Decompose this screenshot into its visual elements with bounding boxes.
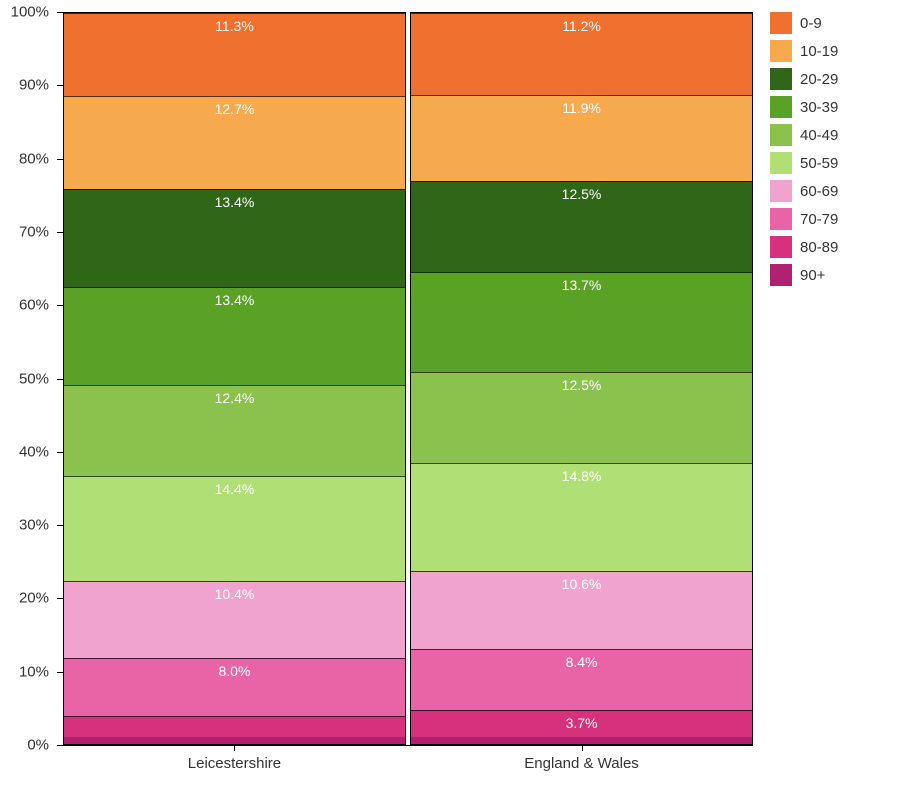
bar-segment (64, 716, 405, 737)
bar-segment: 12.4% (64, 385, 405, 476)
bar-segment: 14.4% (64, 476, 405, 581)
legend-item: 10-19 (770, 40, 838, 62)
y-tick-label: 80% (0, 150, 49, 167)
legend-swatch (770, 96, 792, 118)
stacked-bar-chart: 8.0%10.4%14.4%12.4%13.4%13.4%12.7%11.3%3… (0, 0, 900, 790)
legend-label: 40-49 (800, 127, 838, 144)
legend: 0-9 10-19 20-29 30-39 40-49 50-59 60-69 70-79 80… (770, 12, 838, 292)
legend-item: 80-89 (770, 236, 838, 258)
bar-segment: 11.9% (411, 95, 752, 182)
y-tick-label: 40% (0, 443, 49, 460)
legend-swatch (770, 68, 792, 90)
legend-item: 70-79 (770, 208, 838, 230)
y-tick-label: 60% (0, 297, 49, 314)
legend-item: 30-39 (770, 96, 838, 118)
bar-segment: 14.8% (411, 463, 752, 571)
bar-segment: 12.5% (411, 372, 752, 463)
legend-swatch (770, 264, 792, 286)
legend-item: 50-59 (770, 152, 838, 174)
legend-item: 40-49 (770, 124, 838, 146)
legend-item: 0-9 (770, 12, 838, 34)
legend-swatch (770, 180, 792, 202)
bar-column: 8.0%10.4%14.4%12.4%13.4%13.4%12.7%11.3% (63, 12, 406, 745)
legend-label: 30-39 (800, 99, 838, 116)
legend-item: 20-29 (770, 68, 838, 90)
legend-swatch (770, 12, 792, 34)
legend-swatch (770, 152, 792, 174)
legend-swatch (770, 208, 792, 230)
bar-segment: 13.4% (64, 287, 405, 385)
bar-segment: 11.3% (64, 13, 405, 96)
x-tick (234, 745, 235, 751)
legend-label: 70-79 (800, 211, 838, 228)
y-tick-label: 0% (0, 737, 49, 754)
legend-item: 60-69 (770, 180, 838, 202)
legend-label: 50-59 (800, 155, 838, 172)
bar-segment (64, 737, 405, 744)
legend-label: 80-89 (800, 239, 838, 256)
y-tick-label: 70% (0, 223, 49, 240)
y-tick-label: 100% (0, 4, 49, 21)
y-tick-label: 10% (0, 663, 49, 680)
bar-segment: 3.7% (411, 710, 752, 737)
bar-segment: 8.4% (411, 649, 752, 710)
bar-segment: 12.7% (64, 96, 405, 189)
bar-column: 3.7%8.4%10.6%14.8%12.5%13.7%12.5%11.9%11… (410, 12, 753, 745)
bar-segment (411, 737, 752, 744)
legend-label: 0-9 (800, 15, 822, 32)
legend-item: 90+ (770, 264, 838, 286)
bar-segment: 10.6% (411, 571, 752, 648)
y-tick-label: 90% (0, 77, 49, 94)
y-tick-label: 50% (0, 370, 49, 387)
bar-segment: 12.5% (411, 181, 752, 272)
legend-swatch (770, 40, 792, 62)
bar-segment: 13.4% (64, 189, 405, 287)
legend-label: 20-29 (800, 71, 838, 88)
legend-label: 60-69 (800, 183, 838, 200)
bar-segment: 8.0% (64, 658, 405, 717)
x-tick-label: Leicestershire (188, 755, 281, 772)
bar-segment: 11.2% (411, 13, 752, 95)
x-tick-label: England & Wales (524, 755, 639, 772)
y-tick-label: 30% (0, 517, 49, 534)
x-tick (582, 745, 583, 751)
y-axis (63, 12, 64, 745)
bar-segment: 13.7% (411, 272, 752, 372)
y-tick-label: 20% (0, 590, 49, 607)
legend-label: 10-19 (800, 43, 838, 60)
legend-label: 90+ (800, 267, 825, 284)
plot-area: 8.0%10.4%14.4%12.4%13.4%13.4%12.7%11.3%3… (63, 12, 753, 745)
x-axis (63, 745, 753, 746)
legend-swatch (770, 236, 792, 258)
bar-segment: 10.4% (64, 581, 405, 657)
legend-swatch (770, 124, 792, 146)
